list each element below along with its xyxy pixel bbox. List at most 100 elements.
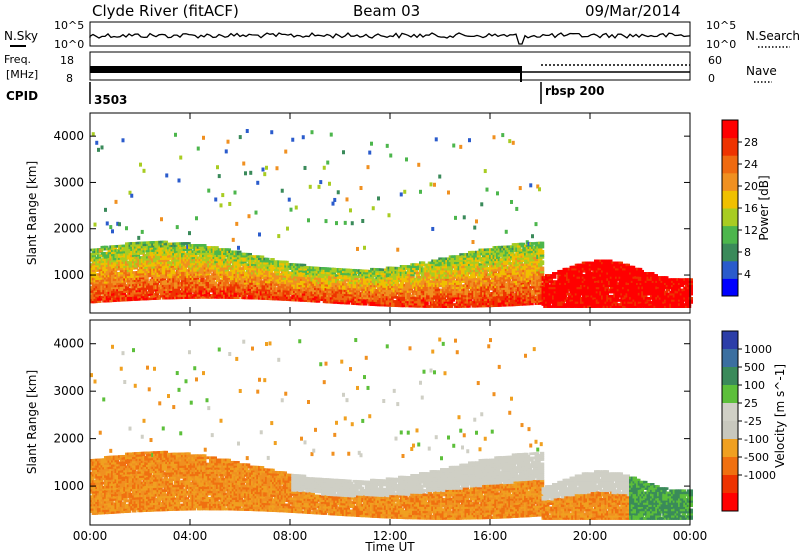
- power-echo-cell: [123, 284, 128, 287]
- power-echo-cell: [406, 296, 412, 300]
- power-echo-cell: [270, 258, 275, 261]
- power-echo-cell: [307, 287, 312, 290]
- power-echo-cell: [137, 279, 142, 282]
- power-echo-cell: [405, 304, 410, 308]
- power-echo-cell: [296, 278, 301, 281]
- power-echo-cell: [401, 294, 406, 297]
- power-echo-cell: [298, 267, 303, 271]
- power-echo-cell: [492, 135, 496, 140]
- power-echo-cell: [224, 149, 228, 154]
- power-echo-cell: [107, 276, 112, 280]
- power-echo-cell: [394, 285, 399, 289]
- power-echo-cell: [119, 271, 125, 275]
- power-echo-cell: [167, 253, 172, 256]
- power-echo-cell: [196, 146, 200, 151]
- power-echo-cell: [156, 245, 161, 248]
- beam-title: Beam 03: [353, 2, 420, 20]
- power-echo-cell: [139, 162, 142, 167]
- power-echo-cell: [417, 162, 421, 167]
- power-echo-cell: [335, 274, 340, 277]
- power-echo-cell: [459, 144, 463, 149]
- power-echo-cell: [436, 265, 441, 269]
- power-echo-cell: [322, 292, 328, 295]
- power-echo-cell: [189, 279, 195, 283]
- power-echo-cell: [385, 274, 391, 278]
- power-echo-cell: [417, 298, 422, 302]
- cpid-segment-0: 3503: [94, 93, 127, 107]
- power-echo-cell: [216, 165, 219, 170]
- power-echo-cell: [254, 210, 258, 215]
- power-echo-cell: [517, 247, 522, 250]
- power-echo-cell: [107, 268, 112, 271]
- power-echo-cell: [345, 270, 350, 274]
- power-echo-cell: [387, 279, 392, 282]
- power-echo-cell: [291, 137, 295, 142]
- power-echo-cell: [273, 281, 279, 284]
- power-echo-cell: [132, 281, 137, 285]
- power-echo-cell: [368, 150, 372, 155]
- power-echo-cell: [205, 256, 210, 260]
- power-echo-cell: [261, 286, 266, 290]
- power-echo-cell: [139, 277, 144, 280]
- power-echo-cell: [475, 296, 480, 300]
- power-echo-cell: [394, 302, 399, 305]
- power-echo-cell: [429, 280, 434, 283]
- power-echo-cell: [247, 252, 252, 256]
- power-echo-cell: [280, 268, 286, 272]
- power-echo-cell: [128, 269, 133, 272]
- power-echo-cell: [310, 276, 315, 280]
- power-echo-cell: [112, 261, 118, 265]
- power-echo-cell: [392, 279, 398, 282]
- power-echo-cell: [149, 291, 154, 294]
- power-echo-cell: [214, 260, 219, 264]
- power-echo-cell: [385, 143, 389, 148]
- power-echo-cell: [128, 296, 133, 299]
- power-echo-cell: [265, 165, 268, 170]
- power-echo-cell: [322, 285, 328, 289]
- power-echo-cell: [186, 277, 191, 281]
- power-echo-cell: [461, 305, 466, 308]
- power-echo-cell: [261, 290, 266, 294]
- power-echo-cell: [175, 273, 181, 277]
- power-echo-cell: [401, 296, 406, 299]
- power-echo-cell: [112, 247, 118, 250]
- power-echo-cell: [133, 266, 139, 270]
- power-echo-cell: [158, 242, 163, 246]
- power-echo-cell: [471, 250, 476, 254]
- power-echo-cell: [448, 267, 454, 271]
- power-echo-cell: [191, 262, 196, 266]
- power-echo-cell: [226, 285, 231, 289]
- power-echo-cell: [287, 197, 291, 202]
- power-echo-cell: [357, 300, 363, 304]
- power-echo-cell: [487, 273, 492, 276]
- power-echo-cell: [468, 296, 473, 300]
- power-echo-cell: [263, 278, 268, 282]
- nsearch-label: N.Search: [746, 29, 800, 43]
- power-echo-cell: [214, 246, 219, 249]
- power-echo-cell: [203, 246, 209, 249]
- power-echo-cell: [226, 262, 231, 266]
- nave-label: Nave: [746, 64, 777, 78]
- power-echo-cell: [186, 273, 191, 276]
- power-echo-cell: [254, 280, 259, 283]
- power-echo-cell: [506, 247, 510, 252]
- power-echo-cell: [263, 274, 268, 277]
- power-echo-cell: [268, 293, 273, 296]
- power-echo-cell: [359, 186, 363, 191]
- power-echo-cell: [513, 243, 518, 246]
- power-echo-cell: [233, 190, 237, 195]
- power-echo-cell: [510, 251, 515, 255]
- power-echo-cell: [450, 284, 455, 288]
- power-echo-cell: [504, 283, 510, 286]
- power-echo-cell: [270, 260, 275, 263]
- power-echo-cell: [104, 283, 109, 286]
- power-echo-cell: [328, 181, 331, 186]
- power-echo-cell: [406, 273, 412, 277]
- power-echo-cell: [340, 276, 345, 280]
- power-echo-cell: [433, 305, 438, 308]
- power-echo-cell: [242, 259, 247, 262]
- power-echo-cell: [104, 207, 107, 212]
- power-echo-cell: [107, 270, 112, 274]
- power-echo-cell: [109, 289, 114, 292]
